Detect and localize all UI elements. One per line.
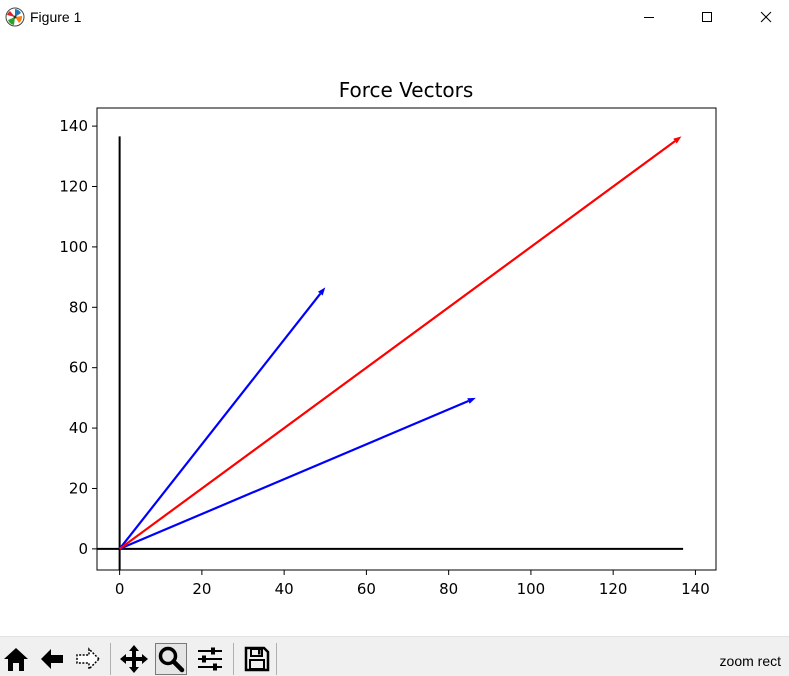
pan-button[interactable] xyxy=(118,643,150,675)
chart-title: Force Vectors xyxy=(339,78,474,102)
x-tick-label: 20 xyxy=(192,580,211,598)
maximize-button[interactable] xyxy=(684,0,730,34)
home-icon xyxy=(4,648,28,671)
minimize-button[interactable] xyxy=(626,0,672,34)
back-button[interactable] xyxy=(36,643,68,675)
y-tick-label: 140 xyxy=(59,117,88,135)
configure-subplots-button[interactable] xyxy=(194,643,226,675)
y-tick-label: 60 xyxy=(69,359,88,377)
y-tick-label: 120 xyxy=(59,178,88,196)
y-tick-label: 80 xyxy=(69,298,88,316)
y-tick-label: 0 xyxy=(78,540,88,558)
zoom-button[interactable] xyxy=(155,643,187,675)
y-tick-label: 40 xyxy=(69,419,88,437)
y-tick-label: 20 xyxy=(69,479,88,497)
vector-arrowhead xyxy=(673,136,682,144)
figure-canvas[interactable]: Force Vectors 0 20 40 60 80 100 120 140 0 20 40 60 8… xyxy=(0,36,789,636)
force-vector xyxy=(118,140,676,550)
vector-arrowhead xyxy=(317,287,326,296)
y-tick-label: 100 xyxy=(59,238,88,256)
zoom-icon xyxy=(158,646,185,673)
save-button[interactable] xyxy=(241,643,273,675)
x-tick-label: 40 xyxy=(275,580,294,598)
x-tick-label: 80 xyxy=(439,580,458,598)
toolbar-separator xyxy=(110,643,111,675)
forward-button[interactable] xyxy=(72,643,104,675)
x-tick-label: 0 xyxy=(115,580,125,598)
window-title: Figure 1 xyxy=(30,9,82,25)
toolbar-separator xyxy=(233,643,234,675)
vector-chart: Force Vectors 0 20 40 60 80 100 120 140 0 20 40 60 8… xyxy=(59,78,717,598)
configure-subplots-icon xyxy=(198,647,222,671)
navigation-toolbar: zoom rect xyxy=(0,636,789,676)
maximize-icon xyxy=(702,12,712,22)
x-tick-label: 100 xyxy=(517,580,546,598)
minimize-icon xyxy=(644,17,654,18)
force-vector xyxy=(118,292,322,550)
window-titlebar: Figure 1 xyxy=(0,0,789,36)
force-vector xyxy=(119,399,469,550)
x-tick-label: 120 xyxy=(599,580,628,598)
status-message: zoom rect xyxy=(719,653,781,669)
toolbar-separator xyxy=(276,643,277,675)
x-tick-label: 140 xyxy=(681,580,710,598)
x-tick-label: 60 xyxy=(357,580,376,598)
matplotlib-logo-icon xyxy=(5,7,25,27)
back-icon xyxy=(41,649,63,669)
save-icon xyxy=(244,646,270,672)
plot-frame xyxy=(96,107,717,571)
forward-icon xyxy=(76,647,101,671)
pan-icon xyxy=(120,645,148,673)
vector-arrowhead xyxy=(467,397,476,404)
close-button[interactable] xyxy=(743,0,789,34)
home-button[interactable] xyxy=(0,643,32,675)
close-icon xyxy=(760,11,772,23)
